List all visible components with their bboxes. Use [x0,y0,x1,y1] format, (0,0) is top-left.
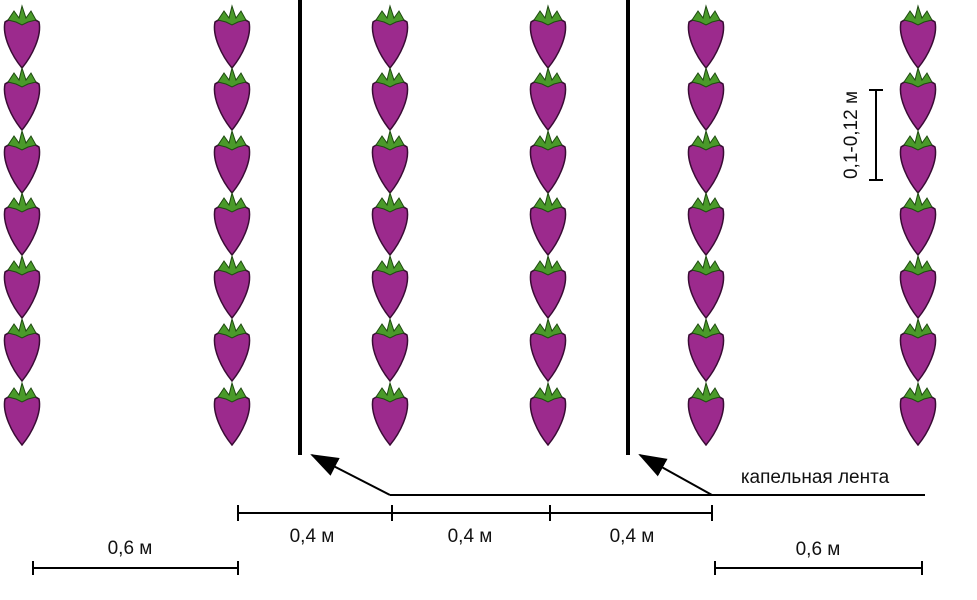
strawberry [529,66,567,132]
strawberry [213,381,251,447]
strawberry [213,254,251,320]
strawberry [371,129,409,195]
gap-label: 0,6 м [796,539,841,560]
strawberry [529,4,567,70]
spacing-label: 0,1-0,12 м [841,91,862,179]
strawberry [529,129,567,195]
strawberry [3,317,41,383]
gap-label: 0,4 м [610,526,655,547]
strawberry [899,381,937,447]
strawberry [899,4,937,70]
gap-label: 0,6 м [108,538,153,559]
strawberry [371,381,409,447]
strawberry [687,129,725,195]
strawberry [371,4,409,70]
strawberry [687,4,725,70]
strawberry [213,4,251,70]
strawberry [213,66,251,132]
strawberry [529,381,567,447]
drip-tape-label: капельная лента [741,467,890,488]
strawberry [899,66,937,132]
strawberry [687,66,725,132]
gap-label: 0,4 м [448,526,493,547]
arrow [310,454,391,496]
strawberry [529,191,567,257]
strawberry [687,317,725,383]
spacing-dimension [869,89,883,181]
strawberry [3,4,41,70]
strawberry [371,254,409,320]
gap-label: 0,4 м [290,526,335,547]
strawberry [213,191,251,257]
strawberry [213,129,251,195]
strawberry [371,191,409,257]
strawberry [529,254,567,320]
strawberry [213,317,251,383]
strawberry [687,381,725,447]
strawberry [899,191,937,257]
strawberry [371,66,409,132]
strawberry [371,317,409,383]
strawberry [899,317,937,383]
strawberry [3,66,41,132]
strawberry [529,317,567,383]
arrow [638,454,713,496]
strawberry [3,381,41,447]
strawberry [687,191,725,257]
side-dimension [32,561,923,575]
strawberry [3,254,41,320]
strawberry [899,129,937,195]
strawberry [899,254,937,320]
strawberry [687,254,725,320]
strawberry-rows [3,4,937,447]
strawberry [3,191,41,257]
row-dimension [237,505,713,521]
strawberry [3,129,41,195]
